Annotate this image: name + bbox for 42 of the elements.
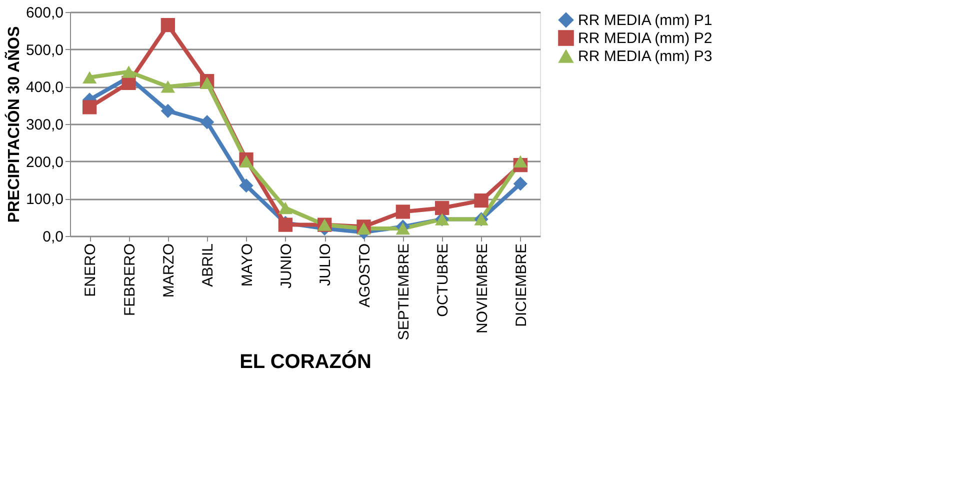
point [396, 222, 410, 235]
point [396, 204, 410, 219]
point [474, 193, 488, 208]
point [82, 100, 97, 114]
x-tick-label: SEPTIEMBRE [395, 244, 412, 340]
y-tick-label: 100,0 [26, 191, 64, 208]
x-tick-label: JULIO [317, 244, 334, 286]
x-tick-label: DICIEMBRE [512, 244, 530, 327]
legend-label: RR MEDIA (mm) P2 [578, 30, 712, 47]
point [82, 71, 97, 84]
point [513, 176, 528, 191]
legend-label: RR MEDIA (mm) P3 [578, 48, 712, 65]
y-tick-label: 200,0 [26, 154, 64, 171]
point [239, 155, 254, 168]
point [160, 104, 175, 118]
point [239, 178, 254, 193]
point [435, 200, 450, 216]
y-tick-label: 300,0 [26, 116, 64, 134]
y-tick-label: 0,0 [42, 228, 64, 246]
x-axis-title: EL CORAZÓN [240, 350, 372, 374]
y-tick-label: 500,0 [26, 42, 64, 59]
x-tick-label: NOVIEMBRE [474, 244, 491, 334]
x-tick-label: AGOSTO [356, 244, 374, 308]
x-tick-label: JUNIO [278, 244, 295, 288]
point [160, 80, 175, 93]
y-tick-label: 400,0 [26, 79, 64, 96]
x-tick-label: MAYO [238, 244, 256, 287]
point [160, 18, 175, 32]
y-tick-label: 600,0 [26, 4, 64, 22]
point [513, 155, 528, 168]
point [356, 222, 371, 235]
legend-label: RR MEDIA (mm) P1 [578, 12, 712, 29]
x-tick-label: OCTUBRE [434, 244, 452, 317]
point [278, 202, 292, 214]
x-tick-label: MARZO [160, 244, 178, 298]
point [200, 76, 214, 90]
x-tick-label: ABRIL [200, 244, 217, 287]
point [122, 66, 136, 78]
point [200, 115, 214, 130]
y-axis-title: PRECIPITACIÓN 30 AÑOS [4, 26, 23, 223]
x-tick-label: FEBRERO [121, 244, 138, 316]
x-tick-label: ENERO [82, 244, 100, 297]
